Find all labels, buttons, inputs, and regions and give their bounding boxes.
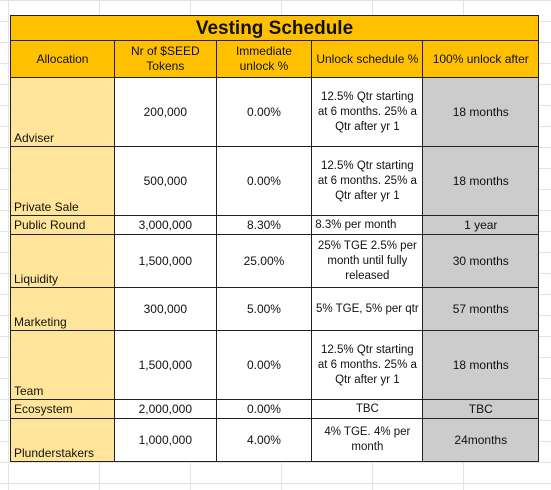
cell-tokens[interactable]: 3,000,000	[113, 215, 217, 235]
cell-schedule[interactable]: 5% TGE, 5% per qtr	[311, 287, 424, 331]
cell-allocation[interactable]: Marketing	[10, 287, 115, 331]
cell-full-unlock[interactable]: 18 months	[422, 77, 539, 147]
cell-full-unlock[interactable]: TBC	[422, 399, 539, 419]
cell-full-unlock[interactable]: 57 months	[422, 287, 539, 331]
cell-full-unlock[interactable]: 24months	[422, 418, 539, 462]
cell-allocation[interactable]: Liquidity	[10, 234, 115, 288]
cell-tokens[interactable]: 1,000,000	[113, 418, 217, 462]
cell-allocation[interactable]: Ecosystem	[10, 399, 115, 419]
header-unlock-schedule[interactable]: Unlock schedule %	[311, 40, 424, 78]
header-allocation[interactable]: Allocation	[10, 40, 115, 78]
cell-immediate[interactable]: 0.00%	[215, 330, 313, 400]
cell-allocation[interactable]: Adviser	[10, 77, 115, 147]
header-full-unlock[interactable]: 100% unlock after	[422, 40, 539, 78]
table-row: Adviser 200,000 0.00% 12.5% Qtr starting…	[10, 77, 539, 147]
cell-full-unlock[interactable]: 18 months	[422, 146, 539, 216]
cell-schedule[interactable]: 12.5% Qtr starting at 6 months. 25% a Qt…	[311, 77, 424, 147]
cell-tokens[interactable]: 2,000,000	[113, 399, 217, 419]
cell-immediate[interactable]: 0.00%	[215, 399, 313, 419]
table-row: Marketing 300,000 5.00% 5% TGE, 5% per q…	[10, 287, 539, 331]
header-tokens[interactable]: Nr of $SEED Tokens	[113, 40, 217, 78]
title-row: Vesting Schedule	[10, 15, 539, 41]
cell-immediate[interactable]: 25.00%	[215, 234, 313, 288]
cell-immediate[interactable]: 0.00%	[215, 77, 313, 147]
cell-immediate[interactable]: 4.00%	[215, 418, 313, 462]
table-row: Team 1,500,000 0.00% 12.5% Qtr starting …	[10, 330, 539, 400]
cell-schedule[interactable]: 8.3% per month	[311, 215, 424, 235]
cell-tokens[interactable]: 200,000	[113, 77, 217, 147]
cell-schedule[interactable]: 12.5% Qtr starting at 6 months. 25% a Qt…	[311, 330, 424, 400]
table-row: Plunderstakers 1,000,000 4.00% 4% TGE. 4…	[10, 418, 539, 462]
cell-tokens[interactable]: 300,000	[113, 287, 217, 331]
cell-allocation[interactable]: Team	[10, 330, 115, 400]
cell-tokens[interactable]: 500,000	[113, 146, 217, 216]
cell-allocation[interactable]: Private Sale	[10, 146, 115, 216]
cell-immediate[interactable]: 8.30%	[215, 215, 313, 235]
cell-tokens[interactable]: 1,500,000	[113, 330, 217, 400]
cell-schedule[interactable]: 25% TGE 2.5% per month until fully relea…	[311, 234, 424, 288]
header-immediate-unlock[interactable]: Immediate unlock %	[215, 40, 313, 78]
table-row: Ecosystem 2,000,000 0.00% TBC TBC	[10, 399, 539, 419]
cell-tokens[interactable]: 1,500,000	[113, 234, 217, 288]
table-row: Public Round 3,000,000 8.30% 8.3% per mo…	[10, 215, 539, 235]
cell-schedule[interactable]: 4% TGE. 4% per month	[311, 418, 424, 462]
cell-allocation[interactable]: Public Round	[10, 215, 115, 235]
cell-full-unlock[interactable]: 18 months	[422, 330, 539, 400]
table-title[interactable]: Vesting Schedule	[10, 15, 539, 41]
cell-immediate[interactable]: 0.00%	[215, 146, 313, 216]
header-row: Allocation Nr of $SEED Tokens Immediate …	[10, 40, 539, 78]
vesting-schedule-table: Vesting Schedule Allocation Nr of $SEED …	[10, 15, 539, 462]
cell-schedule[interactable]: TBC	[311, 399, 424, 419]
table-row: Liquidity 1,500,000 25.00% 25% TGE 2.5% …	[10, 234, 539, 288]
cell-full-unlock[interactable]: 1 year	[422, 215, 539, 235]
cell-immediate[interactable]: 5.00%	[215, 287, 313, 331]
cell-allocation[interactable]: Plunderstakers	[10, 418, 115, 462]
cell-schedule[interactable]: 12.5% Qtr starting at 6 months. 25% a Qt…	[311, 146, 424, 216]
table-row: Private Sale 500,000 0.00% 12.5% Qtr sta…	[10, 146, 539, 216]
cell-full-unlock[interactable]: 30 months	[422, 234, 539, 288]
